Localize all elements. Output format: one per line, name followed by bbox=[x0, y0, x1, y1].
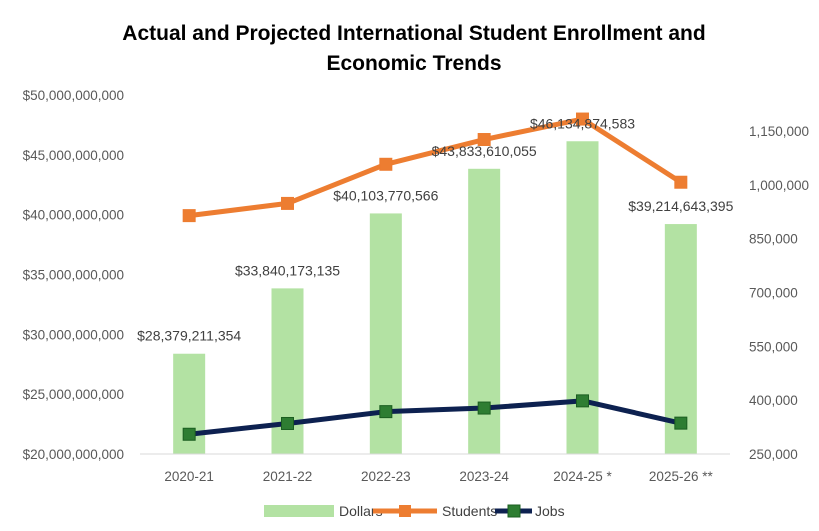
x-tick-3: 2023-24 bbox=[459, 469, 509, 484]
legend-label-jobs: Jobs bbox=[535, 503, 565, 519]
marker-students-4 bbox=[576, 112, 589, 126]
lines-layer bbox=[182, 112, 688, 441]
data-label-dollars-4: $46,134,874,583 bbox=[530, 115, 635, 131]
marker-jobs-3 bbox=[477, 401, 491, 415]
line-jobs bbox=[186, 398, 684, 437]
y-left-tick-4: $40,000,000,000 bbox=[23, 208, 124, 223]
y-left-tick-6: $50,000,000,000 bbox=[23, 88, 124, 103]
labels-layer: $28,379,211,354 $33,840,173,135 $40,103,77… bbox=[137, 115, 733, 343]
x-tick-1: 2021-22 bbox=[263, 469, 313, 484]
marker-students-5 bbox=[674, 175, 688, 189]
x-tick-0: 2020-21 bbox=[164, 469, 214, 484]
marker-students-3 bbox=[477, 133, 491, 147]
data-label-dollars-3: $43,833,610,055 bbox=[432, 143, 537, 159]
y-left-tick-0: $20,000,000,000 bbox=[23, 447, 124, 462]
legend-label-students: Students bbox=[442, 503, 497, 519]
y-right-tick-3: 700,000 bbox=[749, 285, 798, 300]
y-right-tick-6: 1,150,000 bbox=[749, 124, 809, 139]
marker-students-1 bbox=[281, 196, 294, 210]
x-tick-5: 2025-26 ** bbox=[649, 469, 714, 484]
data-label-dollars-5: $39,214,643,395 bbox=[628, 198, 733, 214]
y-left-tick-1: $25,000,000,000 bbox=[23, 387, 124, 402]
legend-marker-students bbox=[399, 505, 411, 517]
y-right-tick-2: 550,000 bbox=[749, 339, 798, 354]
y-left-tick-3: $35,000,000,000 bbox=[23, 268, 124, 283]
legend-swatch-dollars bbox=[264, 505, 334, 517]
y-right-tick-1: 400,000 bbox=[749, 393, 798, 408]
data-label-dollars-2: $40,103,770,566 bbox=[333, 187, 438, 203]
legend-label-dollars: Dollars bbox=[339, 503, 383, 519]
marker-jobs-5 bbox=[674, 416, 688, 430]
marker-jobs-0 bbox=[182, 427, 196, 441]
y-right-tick-5: 1,000,000 bbox=[749, 178, 809, 193]
axes-layer: $20,000,000,000 $25,000,000,000 $30,000,00… bbox=[23, 88, 809, 484]
y-left-tick-5: $45,000,000,000 bbox=[23, 148, 124, 163]
marker-jobs-4 bbox=[576, 394, 589, 408]
data-label-dollars-0: $28,379,211,354 bbox=[137, 328, 241, 344]
data-label-dollars-1: $33,840,173,135 bbox=[235, 262, 340, 278]
marker-students-2 bbox=[379, 157, 393, 171]
legend: Dollars Students Jobs bbox=[264, 503, 565, 519]
legend-marker-jobs bbox=[507, 504, 521, 518]
y-right-tick-4: 850,000 bbox=[749, 232, 798, 247]
chart-title-line-1: Actual and Projected International Stude… bbox=[122, 22, 705, 45]
chart-title-line-2: Economic Trends bbox=[326, 52, 501, 75]
y-left-tick-2: $30,000,000,000 bbox=[23, 327, 124, 342]
x-tick-2: 2022-23 bbox=[361, 469, 411, 484]
bar-dollars-5 bbox=[664, 224, 697, 454]
x-tick-4: 2024-25 * bbox=[553, 469, 612, 484]
marker-students-0 bbox=[182, 209, 196, 223]
y-right-tick-0: 250,000 bbox=[749, 447, 798, 462]
line-students bbox=[186, 116, 684, 219]
marker-jobs-1 bbox=[281, 416, 294, 430]
marker-jobs-2 bbox=[379, 405, 393, 419]
